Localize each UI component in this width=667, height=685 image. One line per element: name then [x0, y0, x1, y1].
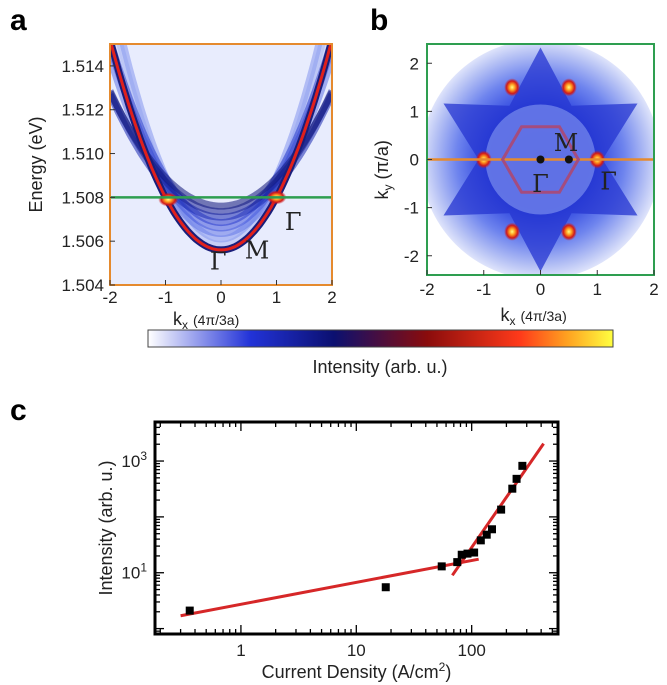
colorbar-label: Intensity (arb. u.): [312, 357, 447, 377]
panel-c-point: [437, 562, 446, 571]
panel-c-xlabel-sup: 2: [439, 660, 446, 674]
panel-c-point: [487, 525, 496, 534]
panel-a-xlabel-unit: (4π/3a): [193, 312, 239, 328]
panel-a-xtick-label: 1: [272, 288, 281, 307]
panel-c-xtick-label: 1: [236, 641, 245, 660]
panel-c-ytick-exp: 3: [140, 449, 147, 463]
panel-b-ylabel: ky (π/a): [372, 140, 395, 199]
panel-b-ytick-label: -1: [404, 199, 419, 218]
colorbar-gradient: [147, 329, 614, 348]
panel-c-frame: [153, 420, 560, 636]
panel-c-ytick-exp: 1: [140, 561, 147, 575]
panel-a-band: [119, 44, 323, 243]
panel-a-xtick-label: 2: [327, 288, 336, 307]
panel-a-ytick-label: 1.514: [61, 57, 104, 76]
panel-c-point: [185, 606, 194, 615]
panel-b-ylabel-unit: (π/a): [372, 140, 392, 179]
panel-c-point: [476, 536, 485, 545]
panel-b-heatmap: [427, 44, 654, 275]
panel-a-xlabel-main: k: [173, 309, 183, 329]
panel-c-point: [453, 558, 462, 567]
panel-b-xtick-label: 1: [593, 280, 602, 299]
panel-b-annotation-gamma: Γ: [532, 170, 549, 198]
panel-a-xtick-label: -1: [158, 288, 173, 307]
panel-c-points: [185, 461, 527, 615]
panel-c-point: [497, 505, 506, 514]
panel-c-point: [381, 583, 390, 592]
panel-a-annotation-m: M: [245, 237, 270, 265]
panel-a-ytick-label: 1.512: [61, 101, 104, 120]
panel-c-xlabel-main: Current Density (A/cm: [262, 662, 439, 682]
panel-c-ytick-label: 101: [121, 561, 147, 583]
panel-c-point: [508, 484, 517, 493]
panel-b-ylabel-sub: y: [381, 185, 395, 191]
panel-c-fit-line: [180, 557, 479, 618]
panel-c-point: [457, 550, 466, 559]
panel-a-dispersion: [110, 44, 332, 252]
panel-b-ytick-label: 2: [410, 54, 419, 73]
panel-b-ytick-label: 1: [410, 102, 419, 121]
panel-b-bright-spot: [560, 78, 577, 97]
panel-c-point: [463, 549, 472, 558]
panel-label-c: c: [10, 394, 27, 427]
panel-c-point: [512, 474, 521, 483]
panel-c-point: [470, 548, 479, 557]
panel-b-bright-spot: [504, 222, 521, 241]
panel-c-ytick-label: 103: [121, 449, 147, 471]
panel-c-xlabel: Current Density (A/cm2): [262, 660, 452, 682]
panel-label-b: b: [370, 4, 388, 37]
panel-b-xlabel-sub: x: [510, 314, 516, 328]
panel-b-axes: MΓ Γ -2 -1 0 1 2 -2 -1 0 1 2: [404, 54, 659, 299]
panel-a-xtick-label: 0: [216, 288, 225, 307]
panel-a-band: [110, 44, 332, 227]
panel-b-ytick-label: 0: [410, 151, 419, 170]
panel-a-xlabel: kx (4π/3a): [173, 309, 239, 332]
panel-c-ytick-base: 10: [121, 452, 140, 471]
panel-c-ylabel: Intensity (arb. u.): [96, 460, 116, 595]
panel-b-annotation-gamma: Γ: [600, 168, 617, 196]
panel-a-ytick-label: 1.506: [61, 232, 104, 251]
colorbar: Intensity (arb. u.): [147, 329, 614, 377]
panel-b-point-m: [564, 155, 573, 164]
panel-a-ytick-label: 1.510: [61, 145, 104, 164]
panel-a-bright-spot: [158, 192, 179, 207]
panel-b-ylabel-main: k: [372, 190, 392, 200]
panel-c-xtick-label: 10: [347, 641, 366, 660]
panel-c-point: [482, 530, 491, 539]
panel-b-hexagon: [500, 125, 581, 194]
panel-a-ytick-label: 1.504: [61, 276, 104, 295]
panel-a-annotation-gamma: Γ: [210, 248, 227, 276]
panel-b-xlabel-unit: (4π/3a): [521, 308, 567, 324]
panel-a-annotation-gamma: Γ: [285, 208, 302, 236]
panel-b-point-gamma: [536, 155, 545, 164]
panel-b-ytick-label: -2: [404, 247, 419, 266]
panel-a-chart: -2 -1 0 1 2 1.504 1.506 1.508 1.510 1.512 1.514 Γ MΓ…: [26, 43, 337, 332]
panel-b-xtick-label: 2: [649, 280, 658, 299]
panel-b-bright-spot: [560, 222, 577, 241]
panel-b-annotation-m: M: [554, 129, 579, 157]
panel-b-xtick-label: 0: [536, 280, 545, 299]
panel-a-xtick-label: -2: [102, 288, 117, 307]
panel-c-ytick-base: 10: [121, 564, 140, 583]
panel-b-xtick-label: -2: [419, 280, 434, 299]
panel-c-xlabel-end: ): [445, 662, 451, 682]
panel-a-xlabel-sub: x: [182, 318, 188, 332]
panel-b-xtick-label: -1: [476, 280, 491, 299]
panel-a-ytick-label: 1.508: [61, 188, 104, 207]
panel-b-xlabel-main: k: [501, 305, 511, 325]
panel-a-ylabel: Energy (eV): [26, 116, 46, 212]
panel-label-a: a: [10, 4, 27, 37]
panel-a-heatmap: [110, 44, 332, 285]
panel-c-xtick-label: 100: [457, 641, 485, 660]
panel-c-point: [518, 461, 527, 470]
panel-b-xlabel: kx (4π/3a): [501, 305, 567, 328]
panel-a-axes: -2 -1 0 1 2 1.504 1.506 1.508 1.510 1.512 1.514 Γ MΓ: [61, 57, 336, 307]
panel-b-bright-spot: [504, 78, 521, 97]
